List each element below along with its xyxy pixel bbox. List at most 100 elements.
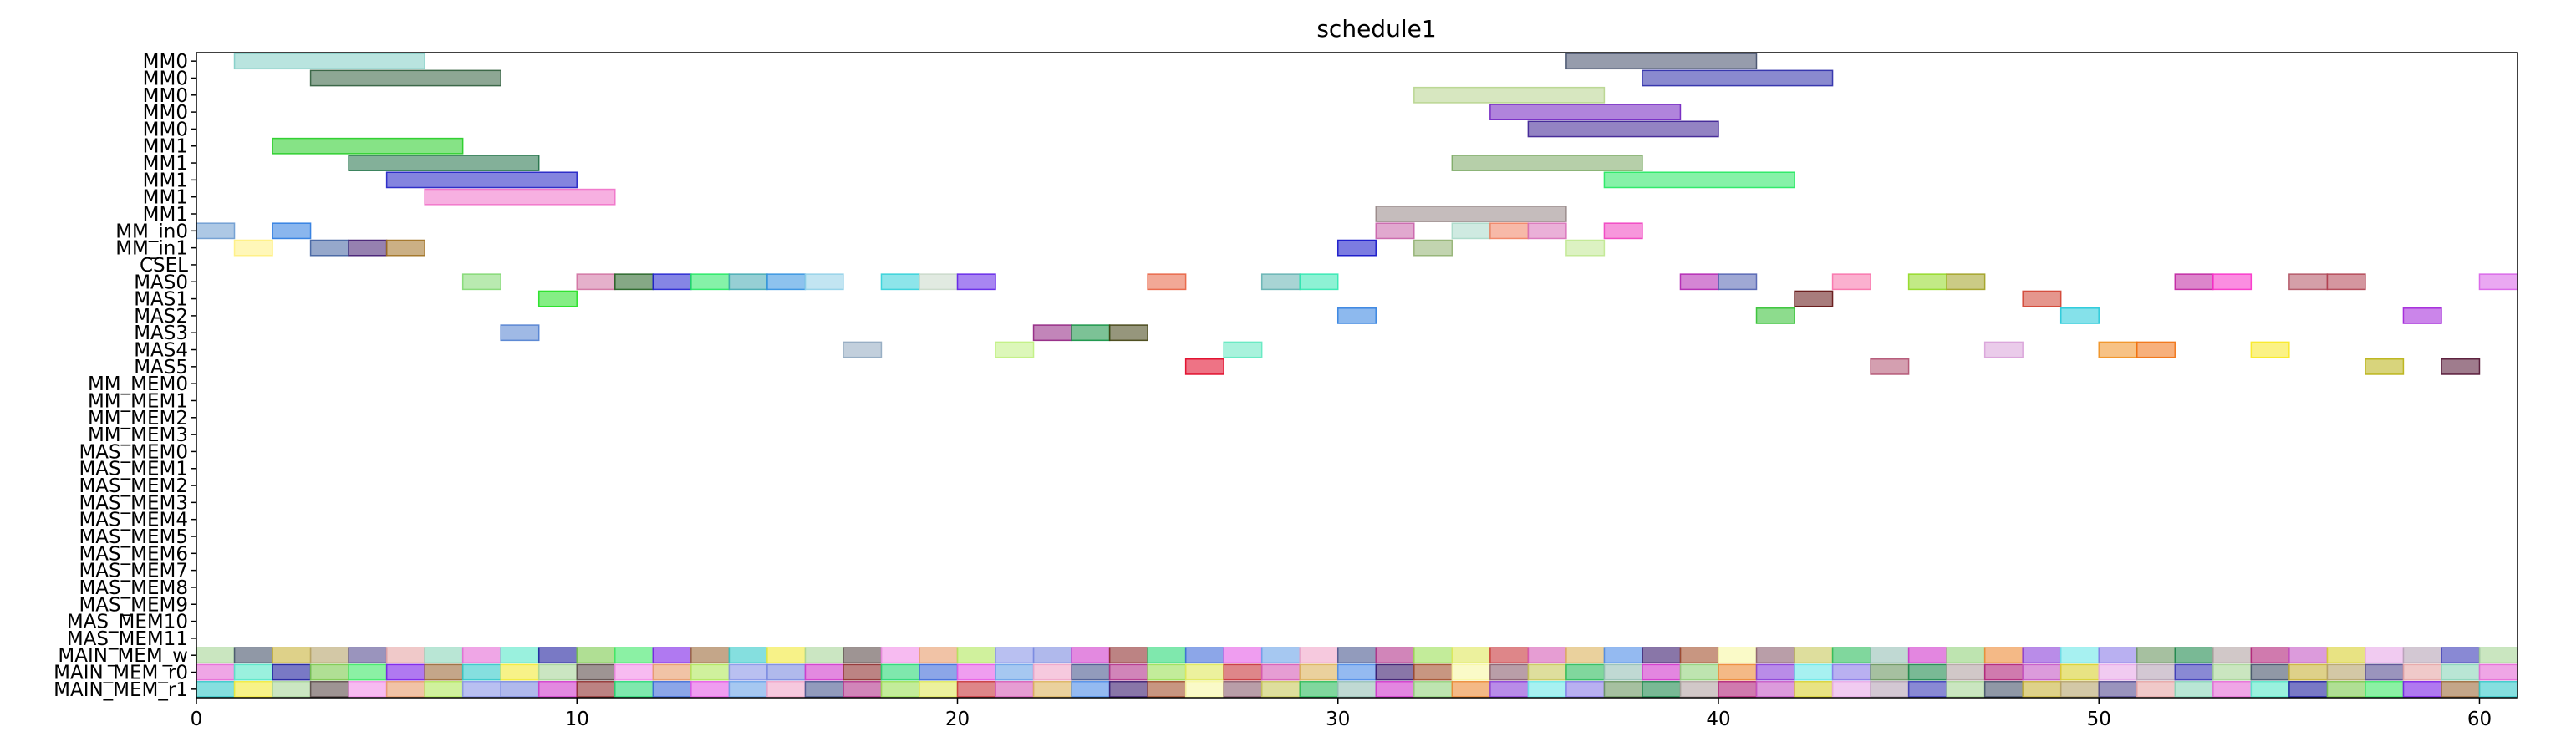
memory-bar <box>2326 680 2366 698</box>
chart-title: schedule1 <box>1316 15 1436 43</box>
y-tick-label: MAS3 <box>134 323 188 344</box>
memory-bar <box>1565 663 1606 681</box>
memory-bar <box>1299 663 1339 681</box>
memory-bar <box>880 680 920 698</box>
x-tick-label: 60 <box>2467 709 2492 730</box>
y-tick-label: MAIN_MEM_r0 <box>53 663 188 684</box>
memory-bar <box>2059 680 2100 698</box>
memory-bar <box>1870 663 1910 681</box>
memory-bar <box>1260 663 1301 681</box>
memory-bar <box>1489 647 1530 664</box>
memory-bar <box>576 663 616 681</box>
task-bar <box>2212 273 2253 291</box>
x-tick-label: 20 <box>945 709 970 730</box>
memory-bar <box>1147 680 1187 698</box>
memory-bar <box>2326 647 2366 664</box>
memory-bar <box>500 663 540 681</box>
task-bar <box>537 290 578 307</box>
y-tick-label: MM1 <box>143 170 188 191</box>
memory-bar <box>2441 663 2481 681</box>
memory-bar <box>690 680 731 698</box>
task-bar <box>2098 341 2138 358</box>
memory-bar <box>1794 647 1834 664</box>
task-bar <box>1718 273 1758 291</box>
task-bar <box>385 171 578 189</box>
memory-bar <box>2250 680 2290 698</box>
memory-bar <box>2365 647 2405 664</box>
memory-bar <box>995 663 1035 681</box>
memory-bar <box>880 663 920 681</box>
task-bar <box>1831 273 1871 291</box>
memory-bar <box>614 647 654 664</box>
memory-bar <box>2326 663 2366 681</box>
memory-bar <box>233 680 273 698</box>
y-tick-label: MAS5 <box>134 357 188 379</box>
memory-bar <box>196 680 236 698</box>
memory-bar <box>956 663 996 681</box>
memory-bar <box>1831 663 1871 681</box>
y-tick-label: MAIN_MEM_w <box>58 645 188 667</box>
memory-bar <box>1718 680 1758 698</box>
memory-bar <box>1794 680 1834 698</box>
task-bars <box>196 53 2518 375</box>
memory-bar <box>2022 680 2062 698</box>
memory-bar <box>1642 680 1682 698</box>
memory-bar <box>2098 663 2138 681</box>
task-bar <box>1375 206 1567 222</box>
memory-bar <box>2288 663 2329 681</box>
task-bar <box>233 53 425 70</box>
task-bar <box>1184 358 1224 375</box>
y-tick-label: MAS_MEM4 <box>79 510 188 531</box>
task-bar <box>2441 358 2481 375</box>
task-bar <box>1413 239 1453 257</box>
memory-bar <box>2478 680 2518 698</box>
task-bar <box>1603 171 1795 189</box>
task-bar <box>843 341 883 358</box>
memory-bar <box>1907 663 1947 681</box>
memory-bar <box>766 680 807 698</box>
x-axis: 0 10 20 30 40 50 60 <box>191 698 2492 730</box>
task-bar <box>690 273 731 291</box>
task-bar <box>2022 290 2062 307</box>
task-bar <box>1946 273 1986 291</box>
memory-bar <box>2174 680 2214 698</box>
memory-bar <box>880 647 920 664</box>
memory-bar <box>500 680 540 698</box>
task-bar <box>385 239 425 257</box>
y-tick-label: MAS_MEM1 <box>79 459 188 480</box>
y-tick-label: MAS2 <box>134 306 188 328</box>
memory-bar <box>728 647 768 664</box>
memory-bar <box>537 680 578 698</box>
memory-bar <box>233 647 273 664</box>
memory-bar <box>1679 663 1719 681</box>
task-bar <box>2059 307 2100 324</box>
memory-bar <box>309 680 349 698</box>
memory-bar <box>804 680 844 698</box>
memory-bar <box>1527 663 1567 681</box>
memory-bar <box>2174 663 2214 681</box>
y-tick-label: MM_MEM1 <box>88 390 188 412</box>
memory-bar <box>1679 647 1719 664</box>
memory-bar <box>1223 680 1263 698</box>
task-bar <box>804 273 844 291</box>
memory-bar <box>1527 647 1567 664</box>
memory-bar <box>385 680 425 698</box>
memory-bar <box>956 680 996 698</box>
memory-bar <box>1071 663 1111 681</box>
memory-bar <box>652 663 692 681</box>
memory-bar <box>766 663 807 681</box>
memory-bar <box>1946 663 1986 681</box>
memory-bar <box>2441 680 2481 698</box>
memory-bar <box>614 680 654 698</box>
memory-bar <box>196 647 236 664</box>
task-bar <box>1223 341 1263 358</box>
task-bar <box>1489 222 1530 240</box>
memory-bar <box>1755 663 1795 681</box>
memory-bar <box>614 663 654 681</box>
memory-bar <box>1794 663 1834 681</box>
task-bar <box>728 273 768 291</box>
task-bar <box>348 239 388 257</box>
memory-bar <box>576 680 616 698</box>
y-axis: MM0MM0MM0MM0MM0MM1MM1MM1MM1MM1MM_in0MM_i… <box>53 51 196 701</box>
memory-bar <box>196 663 236 681</box>
